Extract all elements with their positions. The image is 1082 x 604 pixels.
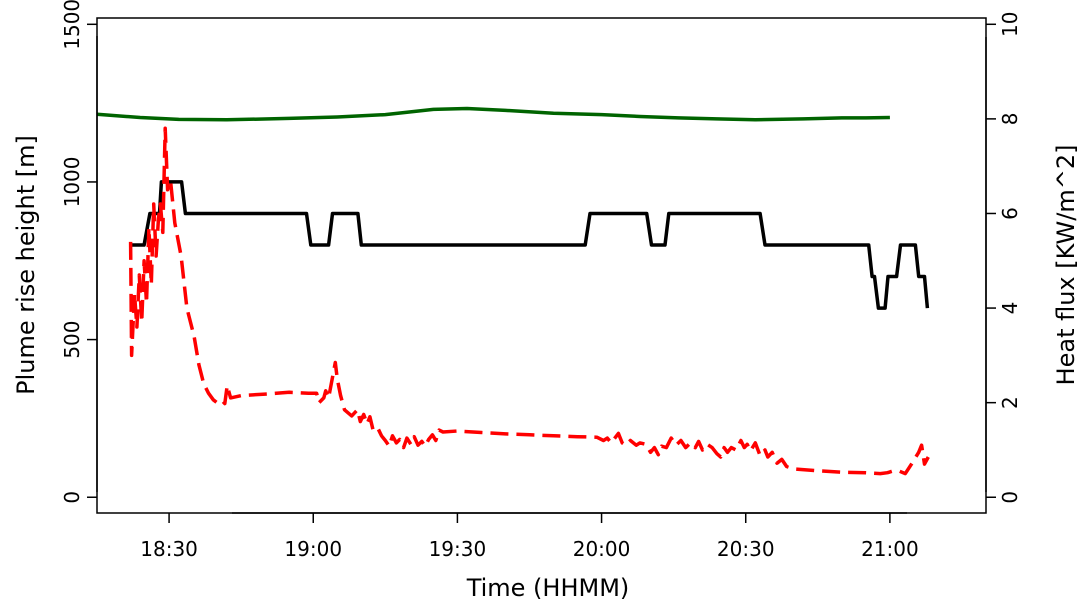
black-series-line (130, 180, 930, 310)
x-axis: 18:30 19:00 19:30 20:00 20:30 21:00 (140, 512, 919, 561)
x-tick-label: 20:30 (717, 537, 775, 561)
y-right-tick-label: 10 (998, 12, 1022, 37)
y-left-tick-label: 1000 (60, 156, 84, 207)
y-axis-right-title: Heat flux [KW/m^2] (1052, 145, 1080, 386)
y-right-tick-label: 8 (998, 113, 1022, 126)
series-lines (96, 106, 930, 476)
green-series-line (96, 106, 890, 122)
y-right-tick-label: 0 (998, 491, 1022, 504)
x-tick-label: 20:00 (573, 537, 631, 561)
y-axis-right: 0 2 4 6 8 10 (985, 12, 1022, 504)
y-right-tick-label: 6 (998, 207, 1022, 220)
red-dashed-series-line (128, 126, 930, 476)
x-tick-label: 18:30 (140, 537, 198, 561)
y-axis-left: 0 500 1000 1500 (60, 0, 98, 504)
x-tick-label: 19:00 (284, 537, 342, 561)
y-right-tick-label: 2 (998, 396, 1022, 409)
y-left-tick-label: 0 (60, 491, 84, 504)
y-left-tick-label: 1500 (60, 0, 84, 50)
x-axis-title: Time (HHMM) (466, 574, 630, 602)
x-tick-label: 21:00 (861, 537, 919, 561)
y-axis-left-title: Plume rise height [m] (12, 135, 40, 395)
y-right-tick-label: 4 (998, 302, 1022, 315)
x-tick-label: 19:30 (429, 537, 487, 561)
y-left-tick-label: 500 (60, 320, 84, 358)
plot-frame (96, 17, 987, 514)
